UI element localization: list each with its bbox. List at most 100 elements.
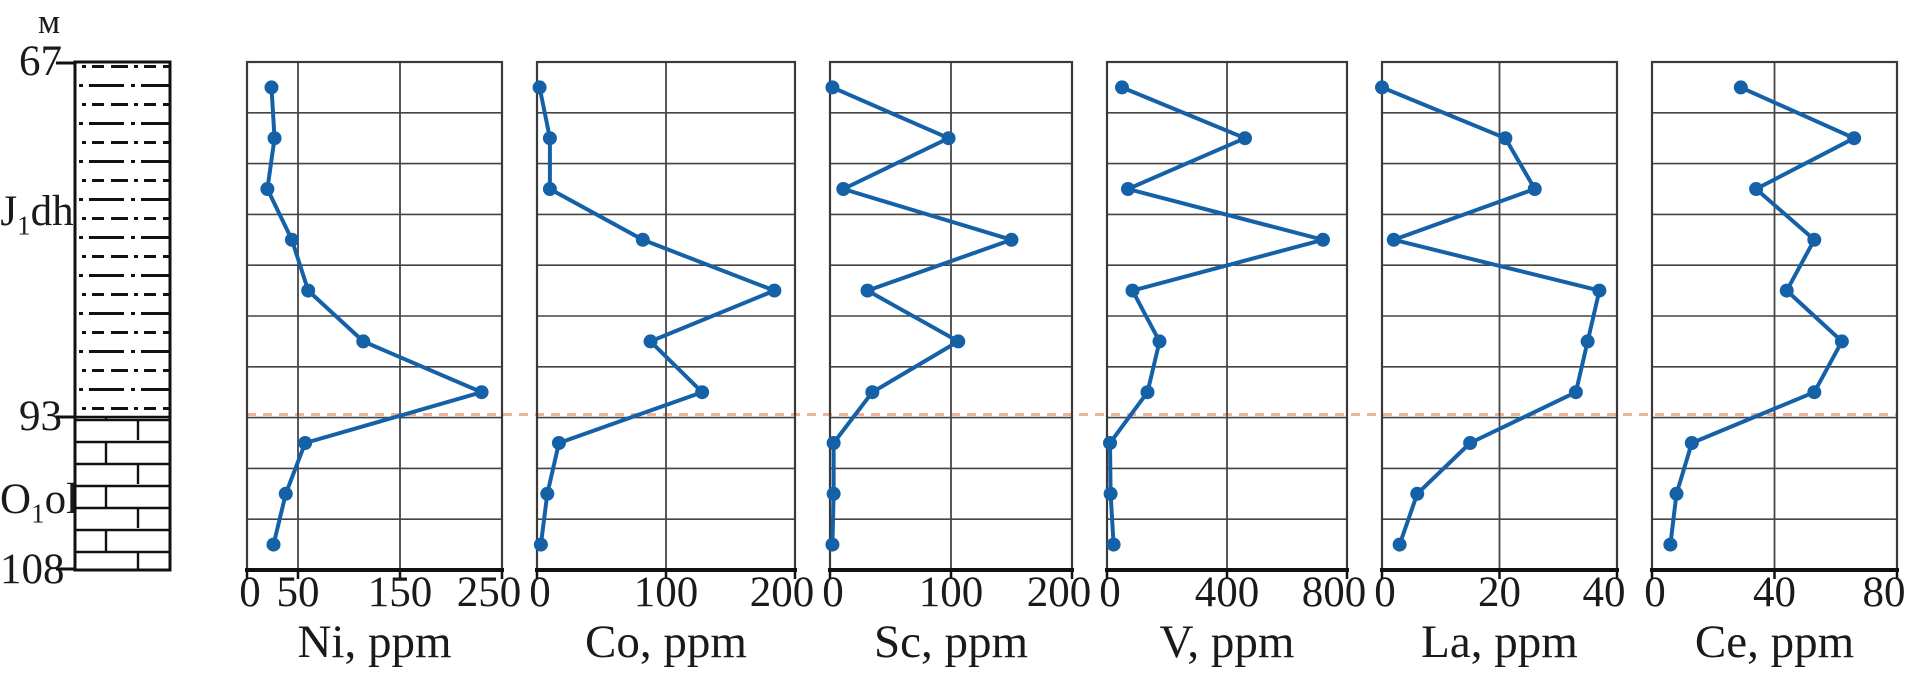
data-point-co <box>542 131 557 146</box>
data-point-ce <box>1779 283 1794 298</box>
data-point-co <box>533 537 548 552</box>
x-tick-label: 100 <box>634 569 699 616</box>
data-point-la <box>1498 131 1513 146</box>
depth-tick-label-93: 93 <box>19 393 62 440</box>
data-point-co <box>551 436 566 450</box>
x-tick-label: 0 <box>529 569 551 616</box>
lithology-column <box>56 60 172 572</box>
data-point-co <box>532 80 547 95</box>
profile-line-ce <box>1668 85 1857 547</box>
data-point-la <box>1410 486 1425 501</box>
data-point-co <box>695 385 710 400</box>
data-point-co <box>767 283 782 298</box>
data-point-la <box>1463 436 1478 450</box>
data-point-sc <box>865 385 880 400</box>
x-tick-label: 80 <box>1863 569 1906 616</box>
data-point-la <box>1568 385 1583 400</box>
lithology-column-border <box>73 60 172 572</box>
data-point-sc <box>826 436 841 450</box>
data-point-la <box>1580 334 1595 349</box>
profile-line-ni <box>265 85 484 547</box>
data-point-v <box>1103 436 1117 450</box>
data-point-ce <box>1847 131 1862 146</box>
data-point-co <box>635 232 650 247</box>
x-tick-label: 0 <box>1099 569 1121 616</box>
x-tick-label: 0 <box>822 569 844 616</box>
depth-tick-label-67: 67 <box>19 38 62 85</box>
lithology-lower-brick-pattern <box>75 417 170 570</box>
profile-line-sc <box>830 85 1014 547</box>
data-point-la <box>1375 80 1389 95</box>
data-point-sc <box>825 537 840 552</box>
data-point-la <box>1527 182 1542 196</box>
data-point-ni <box>284 232 299 247</box>
depth-tick-label-108: 108 <box>0 546 65 593</box>
data-point-ni <box>267 131 282 146</box>
data-point-ni <box>298 436 313 450</box>
x-tick-label: 150 <box>368 569 433 616</box>
data-point-co <box>542 182 557 196</box>
strat-unit-label-upper: J1dh <box>0 188 74 241</box>
data-point-v <box>1106 537 1121 552</box>
data-point-la <box>1592 283 1607 298</box>
lithology-upper-dashdot-pattern <box>75 62 170 417</box>
data-point-v <box>1125 283 1140 298</box>
x-tick-label: 0 <box>1644 569 1666 616</box>
x-tick-label: 100 <box>919 569 984 616</box>
axis-title-co: Co, ppm <box>585 616 747 668</box>
data-point-v <box>1238 131 1252 146</box>
x-tick-label: 250 <box>457 569 522 616</box>
x-tick-label: 400 <box>1195 569 1260 616</box>
data-point-ni <box>278 486 293 501</box>
x-tick-label: 800 <box>1302 569 1367 616</box>
x-tick-label: 40 <box>1583 569 1626 616</box>
data-point-v <box>1152 334 1167 349</box>
x-tick-label: 0 <box>239 569 261 616</box>
data-point-ni <box>474 385 489 400</box>
axis-title-v: V, ppm <box>1160 616 1295 668</box>
strat-unit-label-lower: O1ol <box>0 476 79 529</box>
data-point-v <box>1103 486 1118 501</box>
data-point-sc <box>836 182 851 196</box>
data-point-sc <box>1004 232 1019 247</box>
x-tick-label: 50 <box>277 569 320 616</box>
data-point-sc <box>941 131 956 146</box>
data-point-sc <box>825 80 840 95</box>
data-point-v <box>1316 232 1330 247</box>
x-tick-label: 200 <box>1027 569 1092 616</box>
data-point-v <box>1140 385 1155 400</box>
data-point-la <box>1386 232 1401 247</box>
data-point-ni <box>266 537 281 552</box>
depth-axis-unit-label: м <box>38 2 61 41</box>
data-point-ce <box>1669 486 1684 501</box>
data-point-co <box>643 334 658 349</box>
data-point-sc <box>860 283 875 298</box>
axis-title-sc: Sc, ppm <box>874 616 1028 668</box>
data-point-v <box>1115 80 1129 95</box>
data-point-v <box>1121 182 1135 196</box>
data-point-ce <box>1733 80 1748 95</box>
data-point-la <box>1392 537 1407 552</box>
x-tick-label: 20 <box>1478 569 1521 616</box>
data-point-ce <box>1834 334 1849 349</box>
data-point-ni <box>260 182 275 196</box>
profile-line-v <box>1108 85 1325 547</box>
data-point-ce <box>1749 182 1764 196</box>
data-point-ce <box>1807 385 1822 400</box>
data-point-ce <box>1807 232 1822 247</box>
axis-title-ce: Ce, ppm <box>1695 616 1854 668</box>
data-point-co <box>540 486 555 501</box>
data-point-sc <box>951 334 966 349</box>
data-point-ni <box>356 334 371 349</box>
x-tick-label: 200 <box>750 569 815 616</box>
data-point-ce <box>1663 537 1678 552</box>
axis-title-ni: Ni, ppm <box>297 616 451 668</box>
x-tick-label: 40 <box>1753 569 1796 616</box>
data-point-sc <box>826 486 841 501</box>
x-tick-label: 0 <box>1374 569 1396 616</box>
axis-title-la: La, ppm <box>1421 616 1578 668</box>
data-point-ni <box>264 80 279 95</box>
data-point-ce <box>1684 436 1699 450</box>
data-point-ni <box>301 283 316 298</box>
